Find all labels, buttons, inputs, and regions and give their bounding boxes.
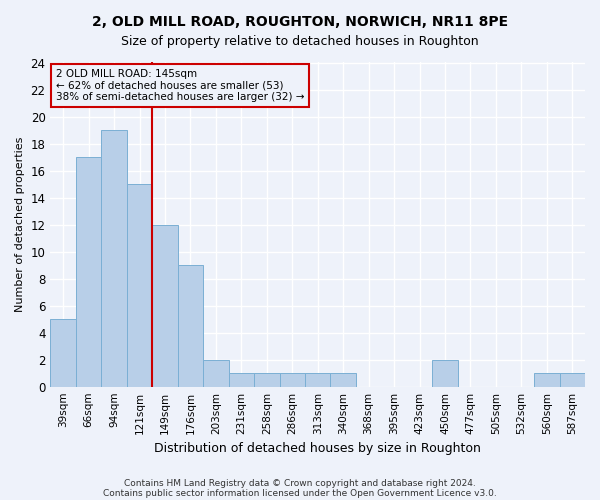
Text: Size of property relative to detached houses in Roughton: Size of property relative to detached ho… (121, 35, 479, 48)
Bar (203, 360, 229, 386)
Bar (101, 130, 127, 386)
Bar (254, 373, 280, 386)
Bar (305, 373, 331, 386)
Bar (331, 373, 356, 386)
Bar (127, 184, 152, 386)
Text: 2 OLD MILL ROAD: 145sqm
← 62% of detached houses are smaller (53)
38% of semi-de: 2 OLD MILL ROAD: 145sqm ← 62% of detache… (56, 69, 304, 102)
Bar (152, 224, 178, 386)
Text: 2, OLD MILL ROAD, ROUGHTON, NORWICH, NR11 8PE: 2, OLD MILL ROAD, ROUGHTON, NORWICH, NR1… (92, 15, 508, 29)
Bar (560, 373, 585, 386)
Y-axis label: Number of detached properties: Number of detached properties (15, 137, 25, 312)
Bar (229, 373, 254, 386)
Bar (50, 319, 76, 386)
Bar (76, 157, 101, 386)
Bar (178, 265, 203, 386)
Bar (432, 360, 458, 386)
Text: Contains public sector information licensed under the Open Government Licence v3: Contains public sector information licen… (103, 488, 497, 498)
X-axis label: Distribution of detached houses by size in Roughton: Distribution of detached houses by size … (154, 442, 481, 455)
Bar (534, 373, 560, 386)
Bar (280, 373, 305, 386)
Text: Contains HM Land Registry data © Crown copyright and database right 2024.: Contains HM Land Registry data © Crown c… (124, 478, 476, 488)
